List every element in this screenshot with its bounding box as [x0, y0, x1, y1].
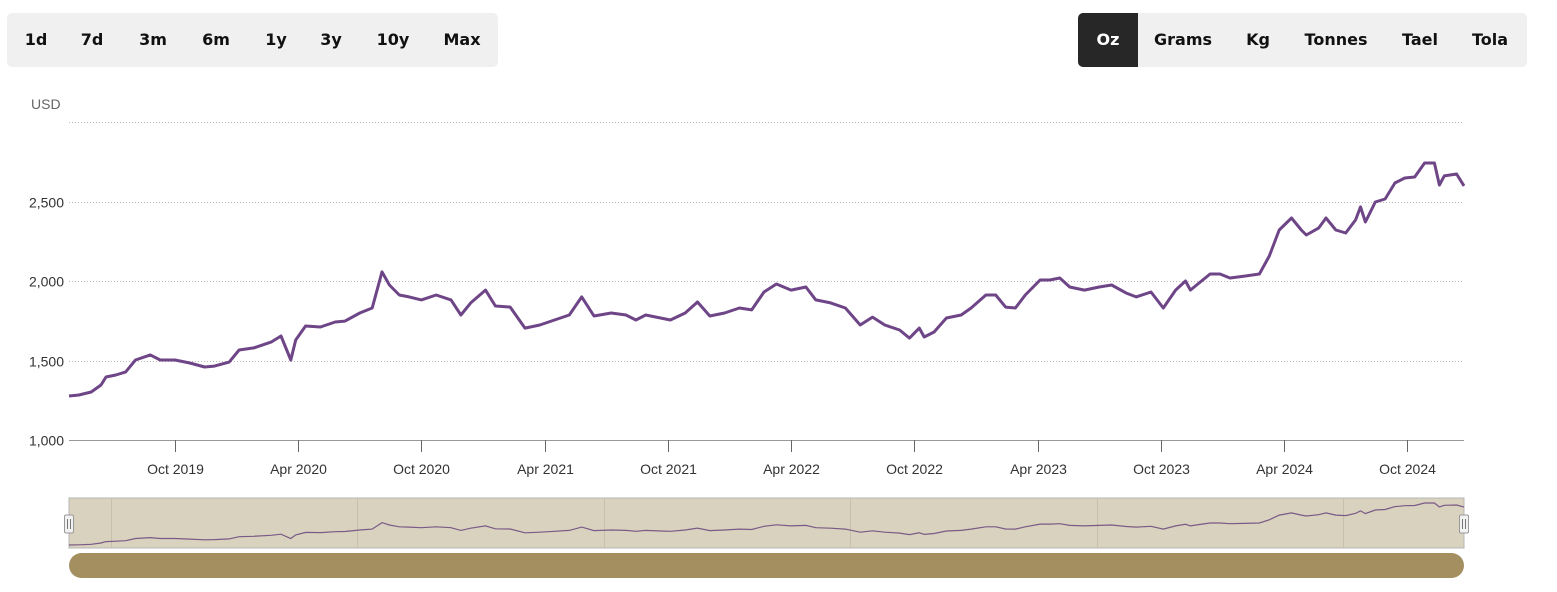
- y-axis-unit-label: USD: [31, 96, 61, 112]
- range-3y-button[interactable]: 3y: [320, 30, 342, 49]
- y-tick-label: 1,000: [29, 433, 64, 449]
- y-tick-label: 1,500: [29, 354, 64, 370]
- navigator-handle-right[interactable]: [1459, 514, 1469, 534]
- x-tick-label: Oct 2023: [1133, 461, 1190, 477]
- navigator-handle-left[interactable]: [64, 514, 74, 534]
- range-3m-button[interactable]: 3m: [139, 30, 167, 49]
- x-tick-label: Apr 2023: [1010, 461, 1067, 477]
- x-tick-label: Apr 2024: [1256, 461, 1313, 477]
- navigator-background[interactable]: [68, 497, 1465, 549]
- unit-kg-button[interactable]: Kg: [1246, 30, 1270, 49]
- x-tick-label: Oct 2022: [886, 461, 943, 477]
- x-tick-label: Apr 2021: [517, 461, 574, 477]
- price-line: [68, 161, 1466, 398]
- range-6m-button[interactable]: 6m: [202, 30, 230, 49]
- navigator[interactable]: [64, 497, 1469, 549]
- range-selector: 1d 7d 3m 6m 1y 3y 10y Max: [7, 13, 498, 67]
- unit-grams-button[interactable]: Grams: [1153, 30, 1213, 49]
- x-tick-label: Apr 2020: [270, 461, 327, 477]
- range-10y-button[interactable]: 10y: [376, 30, 410, 49]
- x-tick-label: Oct 2019: [147, 461, 204, 477]
- unit-tael-button[interactable]: Tael: [1402, 30, 1438, 49]
- unit-tonnes-button[interactable]: Tonnes: [1304, 30, 1368, 49]
- unit-tola-button[interactable]: Tola: [1471, 30, 1509, 49]
- y-tick-label: 2,000: [29, 274, 64, 290]
- navigator-line: [68, 502, 1465, 546]
- x-tick-label: Oct 2020: [393, 461, 450, 477]
- x-tick-label: Oct 2024: [1379, 461, 1436, 477]
- range-1d-button[interactable]: 1d: [24, 30, 48, 49]
- range-max-button[interactable]: Max: [443, 30, 481, 49]
- x-tick-label: Apr 2022: [763, 461, 820, 477]
- range-7d-button[interactable]: 7d: [80, 30, 104, 49]
- unit-oz-button[interactable]: Oz: [1078, 13, 1138, 67]
- range-1y-button[interactable]: 1y: [265, 30, 287, 49]
- x-tick-label: Oct 2021: [640, 461, 697, 477]
- unit-selector: Oz Grams Kg Tonnes Tael Tola: [1078, 13, 1527, 67]
- y-tick-label: 2,500: [29, 195, 64, 211]
- scrollbar-thumb[interactable]: [69, 553, 1464, 578]
